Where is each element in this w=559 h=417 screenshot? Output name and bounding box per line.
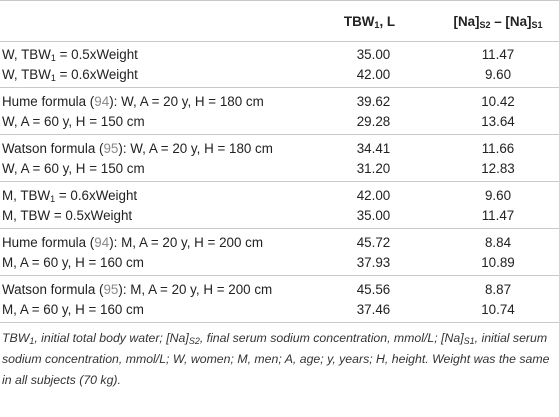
table-row: M, A = 60 y, H = 160 cm 37.93 10.89 <box>0 253 559 276</box>
sodium-change-value: 11.66 <box>437 134 559 159</box>
table-row: Watson formula (95): M, A = 20 y, H = 20… <box>0 275 559 300</box>
tbw-value: 35.00 <box>356 207 391 223</box>
tbw-value: 42.00 <box>310 181 437 206</box>
reference-link[interactable]: 95 <box>103 282 119 298</box>
sodium-change-value: 13.64 <box>481 113 515 129</box>
tbw-value: 39.62 <box>310 87 437 112</box>
table-header-row: TBW1, L [Na]S2 – [Na]S1 <box>0 0 559 42</box>
row-label: Hume formula (94): M, A = 20 y, H = 200 … <box>0 228 310 253</box>
sodium-change-value: 9.60 <box>484 66 512 82</box>
sodium-change-value: 9.60 <box>437 181 559 206</box>
tbw-value: 42.00 <box>356 66 391 82</box>
sodium-change-value: 10.74 <box>437 299 559 323</box>
row-label: W, A = 60 y, H = 150 cm <box>2 113 145 129</box>
table-row: M, TBW = 0.5xWeight 35.00 11.47 <box>0 206 559 229</box>
reference-link[interactable]: 94 <box>94 94 110 110</box>
row-label: M, A = 60 y, H = 160 cm <box>2 254 144 270</box>
row-label: M, TBW1 = 0.6xWeight <box>0 181 310 206</box>
sodium-change-value: 11.47 <box>481 47 515 63</box>
table-footnote: TBW1, initial total body water; [Na]S2, … <box>2 331 550 387</box>
row-label: M, TBW = 0.5xWeight <box>2 207 133 223</box>
tbw-value: 45.56 <box>310 275 437 300</box>
row-label: Hume formula (94): W, A = 20 y, H = 180 … <box>0 87 310 112</box>
header-tbw: TBW1, L <box>310 0 437 42</box>
sodium-change-value: 12.83 <box>481 160 515 176</box>
sodium-change-value: 11.47 <box>481 207 515 223</box>
header-empty <box>0 0 310 42</box>
table-row: W, TBW1 = 0.6xWeight 42.00 9.60 <box>0 65 559 88</box>
tbw-value: 31.20 <box>356 160 391 176</box>
table-row: W, A = 60 y, H = 150 cm 29.28 13.64 <box>0 112 559 135</box>
table-row: Hume formula (94): M, A = 20 y, H = 200 … <box>0 228 559 253</box>
row-label: W, TBW1 = 0.6xWeight <box>2 66 138 83</box>
reference-link[interactable]: 95 <box>103 141 119 157</box>
row-label: W, TBW1 = 0.5xWeight <box>2 47 138 64</box>
sodium-change-value: 8.87 <box>437 275 559 300</box>
tbw-value: 35.00 <box>356 47 391 63</box>
row-label: M, A = 60 y, H = 160 cm <box>0 299 310 323</box>
row-label: Watson formula (95): W, A = 20 y, H = 18… <box>0 134 310 159</box>
header-sodium-change: [Na]S2 – [Na]S1 <box>437 0 559 42</box>
sodium-change-value: 10.42 <box>437 87 559 112</box>
table-row: M, TBW1 = 0.6xWeight 42.00 9.60 <box>0 181 559 206</box>
row-label: W, A = 60 y, H = 150 cm <box>2 160 145 176</box>
table-row: Hume formula (94): W, A = 20 y, H = 180 … <box>0 87 559 112</box>
reference-link[interactable]: 94 <box>94 235 110 251</box>
table-row: W, A = 60 y, H = 150 cm 31.20 12.83 <box>0 159 559 182</box>
tbw-value: 37.93 <box>356 254 391 270</box>
results-table: TBW1, L [Na]S2 – [Na]S1 W, TBW1 = 0.5xWe… <box>0 0 559 323</box>
tbw-value: 29.28 <box>356 113 391 129</box>
sodium-change-value: 10.89 <box>481 254 515 270</box>
table-row: M, A = 60 y, H = 160 cm 37.46 10.74 <box>0 299 559 323</box>
tbw-value: 37.46 <box>310 299 437 323</box>
table-row: W, TBW1 = 0.5xWeight 35.00 11.47 <box>0 42 559 65</box>
tbw-value: 45.72 <box>310 228 437 253</box>
table-container: TBW1, L [Na]S2 – [Na]S1 W, TBW1 = 0.5xWe… <box>0 0 559 323</box>
sodium-change-value: 8.84 <box>437 228 559 253</box>
tbw-value: 34.41 <box>310 134 437 159</box>
row-label: Watson formula (95): M, A = 20 y, H = 20… <box>0 275 310 300</box>
table-row: Watson formula (95): W, A = 20 y, H = 18… <box>0 134 559 159</box>
